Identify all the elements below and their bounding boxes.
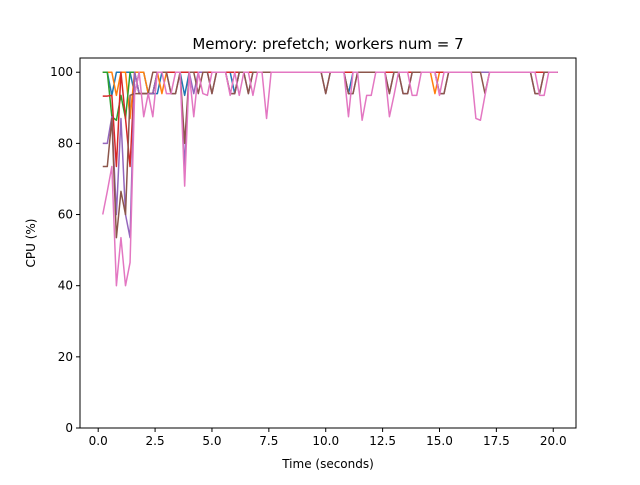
x-tick-label: 15.0 xyxy=(426,434,453,448)
y-axis-label: CPU (%) xyxy=(24,219,38,268)
x-tick-label: 20.0 xyxy=(540,434,567,448)
y-tick-label: 40 xyxy=(58,279,73,293)
tick-layer: 0.0 2.5 5.0 7.5 10.0 12.5 15.0 17.5 20.0 0 20 40 60 8… xyxy=(50,65,567,448)
y-tick-label: 0 xyxy=(65,421,73,435)
y-tick-label: 80 xyxy=(58,136,73,150)
x-tick-label: 2.5 xyxy=(146,434,165,448)
chart-title: Memory: prefetch; workers num = 7 xyxy=(192,35,463,53)
x-tick-label: 5.0 xyxy=(202,434,221,448)
x-tick-label: 10.0 xyxy=(312,434,339,448)
plot-frame xyxy=(79,57,577,429)
x-tick-label: 7.5 xyxy=(259,434,278,448)
x-tick-label: 12.5 xyxy=(369,434,396,448)
y-tick-label: 100 xyxy=(50,65,73,79)
series-line-7 xyxy=(102,71,558,287)
x-tick-label: 17.5 xyxy=(483,434,510,448)
x-axis-label: Time (seconds) xyxy=(281,457,374,471)
y-tick-label: 20 xyxy=(58,350,73,364)
series-layer xyxy=(102,71,558,287)
y-tick-label: 60 xyxy=(58,208,73,222)
x-tick-label: 0.0 xyxy=(89,434,108,448)
